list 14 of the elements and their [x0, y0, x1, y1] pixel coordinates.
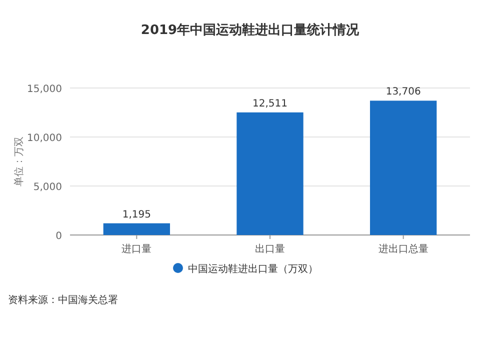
legend: 中国运动鞋进出口量（万双）: [188, 264, 318, 275]
value-label: 13,706: [386, 86, 421, 98]
xtick: 出口量: [255, 244, 285, 255]
value-label: 1,195: [122, 209, 151, 220]
ytick: 10,000: [27, 133, 62, 144]
xtick: 进口量: [122, 244, 152, 255]
title: 2019年中国运动鞋进出口量统计情况: [140, 23, 360, 38]
xtick: 进出口总量: [378, 244, 428, 255]
value-label: 12,511: [252, 98, 288, 110]
ytick: 5,000: [33, 182, 62, 193]
ylabel: 单位：万双: [14, 136, 25, 186]
ytick: 15,000: [27, 84, 62, 95]
ytick: 0: [56, 231, 62, 242]
annotation: 资料来源：中国海关总署: [8, 295, 118, 306]
